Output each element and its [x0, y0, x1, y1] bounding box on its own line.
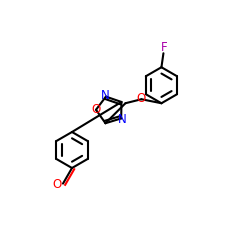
Text: F: F: [161, 41, 168, 54]
Text: O: O: [92, 103, 101, 116]
Text: O: O: [137, 92, 146, 105]
Text: O: O: [52, 178, 62, 191]
Text: N: N: [118, 113, 126, 126]
Text: N: N: [100, 89, 109, 102]
